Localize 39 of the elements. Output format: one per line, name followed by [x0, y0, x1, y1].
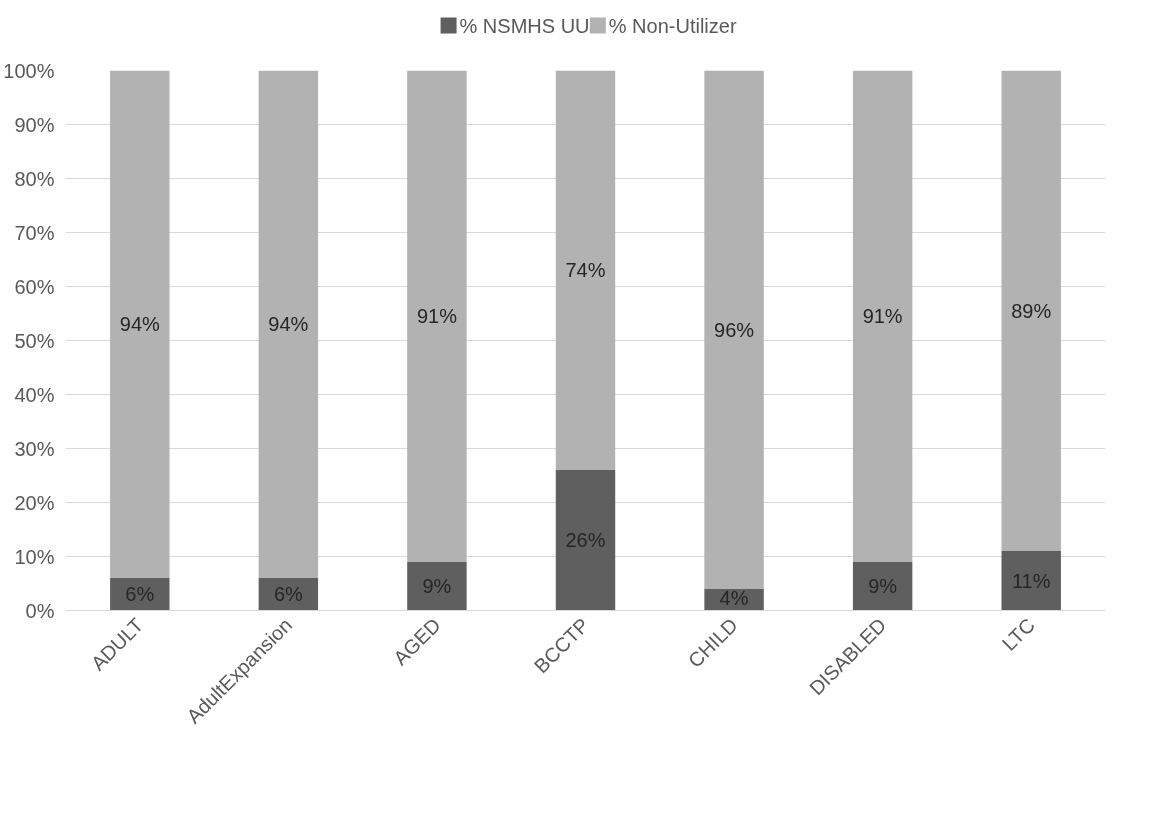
- y-tick-label: 80%: [14, 167, 55, 190]
- y-tick-label: 0%: [25, 599, 55, 622]
- data-label: 4%: [719, 587, 749, 610]
- data-label: 11%: [1011, 569, 1051, 592]
- y-tick-label: 50%: [14, 329, 55, 352]
- x-tick-label: LTC: [997, 613, 1039, 655]
- data-label: 94%: [268, 313, 309, 336]
- y-tick-label: 40%: [14, 383, 55, 406]
- data-label: 6%: [273, 583, 304, 606]
- bar: [852, 561, 913, 611]
- data-label: 74%: [565, 259, 606, 282]
- y-tick-label: 30%: [14, 437, 55, 460]
- bar: [555, 470, 616, 611]
- data-label: 6%: [125, 583, 155, 606]
- y-tick-label: 20%: [14, 491, 55, 514]
- legend-label: % Non-Utilizer: [608, 14, 737, 37]
- data-label: 89%: [1011, 299, 1052, 322]
- data-label: 91%: [416, 305, 458, 328]
- bar: [1001, 70, 1061, 552]
- bar: [407, 70, 467, 562]
- y-tick-label: 10%: [14, 545, 55, 568]
- bar: [258, 70, 319, 579]
- data-label: 9%: [868, 575, 898, 598]
- data-label: 94%: [119, 313, 161, 336]
- data-label: 9%: [422, 575, 452, 598]
- bar: [110, 70, 170, 579]
- legend-label: % NSMHS UU: [459, 14, 590, 37]
- y-tick-label: 100%: [3, 59, 55, 82]
- y-tick-label: 60%: [14, 275, 55, 298]
- bar: [1001, 551, 1061, 611]
- data-label: 91%: [862, 305, 903, 328]
- y-tick-label: 90%: [14, 113, 55, 136]
- data-label: 26%: [565, 529, 606, 552]
- y-tick-label: 70%: [14, 221, 55, 244]
- bar: [555, 70, 616, 471]
- bar: [407, 561, 467, 611]
- bar: [852, 70, 913, 562]
- bar: [704, 70, 764, 589]
- data-label: 96%: [714, 318, 755, 341]
